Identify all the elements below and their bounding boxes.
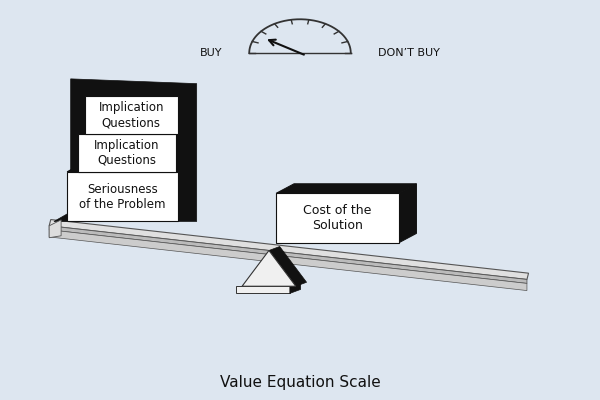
Text: Implication
Questions: Implication Questions: [94, 139, 160, 167]
Polygon shape: [49, 230, 527, 290]
Polygon shape: [67, 162, 194, 172]
Polygon shape: [178, 88, 192, 134]
Polygon shape: [49, 220, 61, 238]
Polygon shape: [398, 184, 416, 243]
Polygon shape: [49, 220, 529, 280]
Polygon shape: [236, 286, 290, 293]
Polygon shape: [85, 96, 178, 134]
Text: BUY: BUY: [200, 48, 223, 58]
Polygon shape: [85, 88, 192, 96]
Polygon shape: [176, 125, 192, 172]
Text: DON’T BUY: DON’T BUY: [377, 48, 440, 58]
Text: Implication
Questions: Implication Questions: [98, 101, 164, 129]
Polygon shape: [54, 79, 197, 222]
Polygon shape: [67, 172, 178, 222]
Polygon shape: [276, 193, 398, 243]
Polygon shape: [178, 162, 194, 222]
Text: Value Equation Scale: Value Equation Scale: [220, 375, 380, 390]
Polygon shape: [276, 184, 416, 193]
Polygon shape: [78, 125, 192, 134]
Polygon shape: [78, 134, 176, 172]
Polygon shape: [290, 282, 301, 293]
Polygon shape: [49, 226, 527, 284]
Text: Seriousness
of the Problem: Seriousness of the Problem: [79, 183, 166, 211]
Polygon shape: [242, 250, 296, 286]
Polygon shape: [269, 246, 307, 286]
Text: Cost of the
Solution: Cost of the Solution: [303, 204, 371, 232]
